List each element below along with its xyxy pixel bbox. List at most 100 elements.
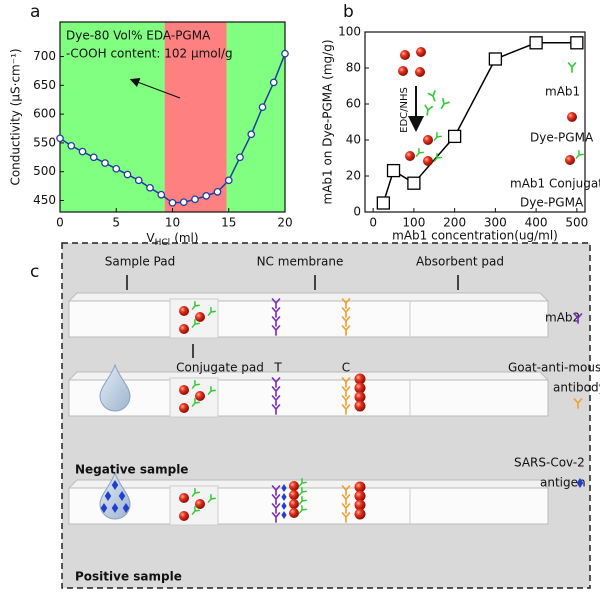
y-tick-label: 500 <box>33 164 56 178</box>
label: Positive sample <box>75 570 182 584</box>
legend-text: SARS-Cov-2 <box>514 456 585 470</box>
marker <box>236 153 244 162</box>
antibody <box>424 104 433 116</box>
antibody <box>271 325 281 336</box>
antibody <box>298 504 307 514</box>
antibody <box>575 149 584 159</box>
sphere <box>354 382 366 394</box>
legend-text: mAb1 Conjugate <box>510 177 600 191</box>
strip-top <box>67 479 550 489</box>
antibody <box>298 486 307 496</box>
marker <box>101 159 109 167</box>
antibody <box>341 494 351 505</box>
antibody <box>191 318 200 328</box>
strip-top <box>67 371 550 381</box>
y-tick-label: 40 <box>346 133 361 147</box>
x-tick-label: 100 <box>402 216 425 230</box>
sphere <box>179 385 189 395</box>
sphere <box>567 112 577 122</box>
antibody <box>191 505 200 515</box>
antigen <box>281 502 287 510</box>
marker <box>281 49 289 58</box>
antibody <box>271 404 281 415</box>
sphere <box>179 403 189 413</box>
antigen <box>118 491 126 501</box>
legend-text: antibody <box>553 381 600 395</box>
x-axis-label: VHCl (ml) <box>146 231 198 248</box>
antibody <box>191 300 200 310</box>
sphere <box>415 67 425 77</box>
plot-frame <box>364 31 586 213</box>
marker <box>56 134 64 143</box>
shaded-region <box>226 22 285 212</box>
marker <box>146 183 154 192</box>
antigen <box>104 491 112 501</box>
sphere <box>354 391 366 403</box>
y-tick-label: 80 <box>346 61 361 75</box>
x-tick-label: 400 <box>525 216 548 230</box>
x-tick-label: 15 <box>221 216 236 230</box>
sample-drop <box>99 363 131 412</box>
marker <box>157 190 166 199</box>
sphere <box>179 306 189 316</box>
panel-label: b <box>343 2 354 22</box>
marker <box>67 141 76 150</box>
antibody <box>573 313 583 324</box>
antibody <box>207 385 216 395</box>
y-tick-label: 60 <box>346 97 361 111</box>
marker <box>258 103 267 112</box>
marker <box>123 170 132 179</box>
legend-text: antigen <box>540 476 586 490</box>
antibody <box>298 477 307 487</box>
sphere <box>423 135 433 145</box>
arrow <box>129 78 181 99</box>
antigen <box>576 478 584 488</box>
sphere <box>179 511 189 521</box>
marker <box>247 130 256 139</box>
antibody <box>433 131 442 141</box>
antibody <box>427 90 436 102</box>
label: Conjugate pad <box>176 361 264 375</box>
marker <box>191 195 199 204</box>
conjugate-pad <box>169 377 219 418</box>
sphere <box>398 66 408 76</box>
sphere <box>565 155 575 165</box>
marker <box>488 52 503 66</box>
conjugate-pad <box>169 298 219 339</box>
shaded-region <box>60 22 165 212</box>
antibody <box>207 306 216 316</box>
antibody <box>271 494 281 505</box>
sphere <box>354 490 366 502</box>
marker <box>168 198 177 207</box>
antibody <box>341 512 351 523</box>
y-axis-label: Conductivity (μS·cm⁻¹) <box>9 48 23 185</box>
antibody <box>191 379 200 389</box>
antibody <box>271 316 281 327</box>
annotation: -COOH content: 102 μmol/g <box>66 47 233 61</box>
label: Negative sample <box>75 463 188 477</box>
marker <box>529 36 543 50</box>
antigen <box>281 484 287 492</box>
antibody <box>341 316 351 327</box>
marker <box>407 176 421 190</box>
x-tick-label: 5 <box>112 216 120 230</box>
sphere <box>195 391 205 401</box>
x-tick-label: 10 <box>165 216 180 230</box>
sphere <box>354 373 366 385</box>
label: NC membrane <box>257 255 344 269</box>
panel-label: c <box>30 262 39 282</box>
sphere <box>423 156 433 166</box>
legend-text: mAb2 <box>545 311 580 325</box>
y-tick-label: 650 <box>33 78 56 92</box>
arrow-label: EDC/NHS <box>399 87 410 133</box>
legend-text: Dye-PGMA <box>530 131 594 145</box>
sphere <box>416 47 426 57</box>
antigen <box>281 511 287 519</box>
label-part: HCl <box>155 238 171 248</box>
label: Sample Pad <box>105 255 175 269</box>
antigen <box>111 503 119 513</box>
antigen <box>111 480 119 490</box>
antibody <box>271 377 281 388</box>
sphere <box>195 499 205 509</box>
antibody <box>341 325 351 336</box>
